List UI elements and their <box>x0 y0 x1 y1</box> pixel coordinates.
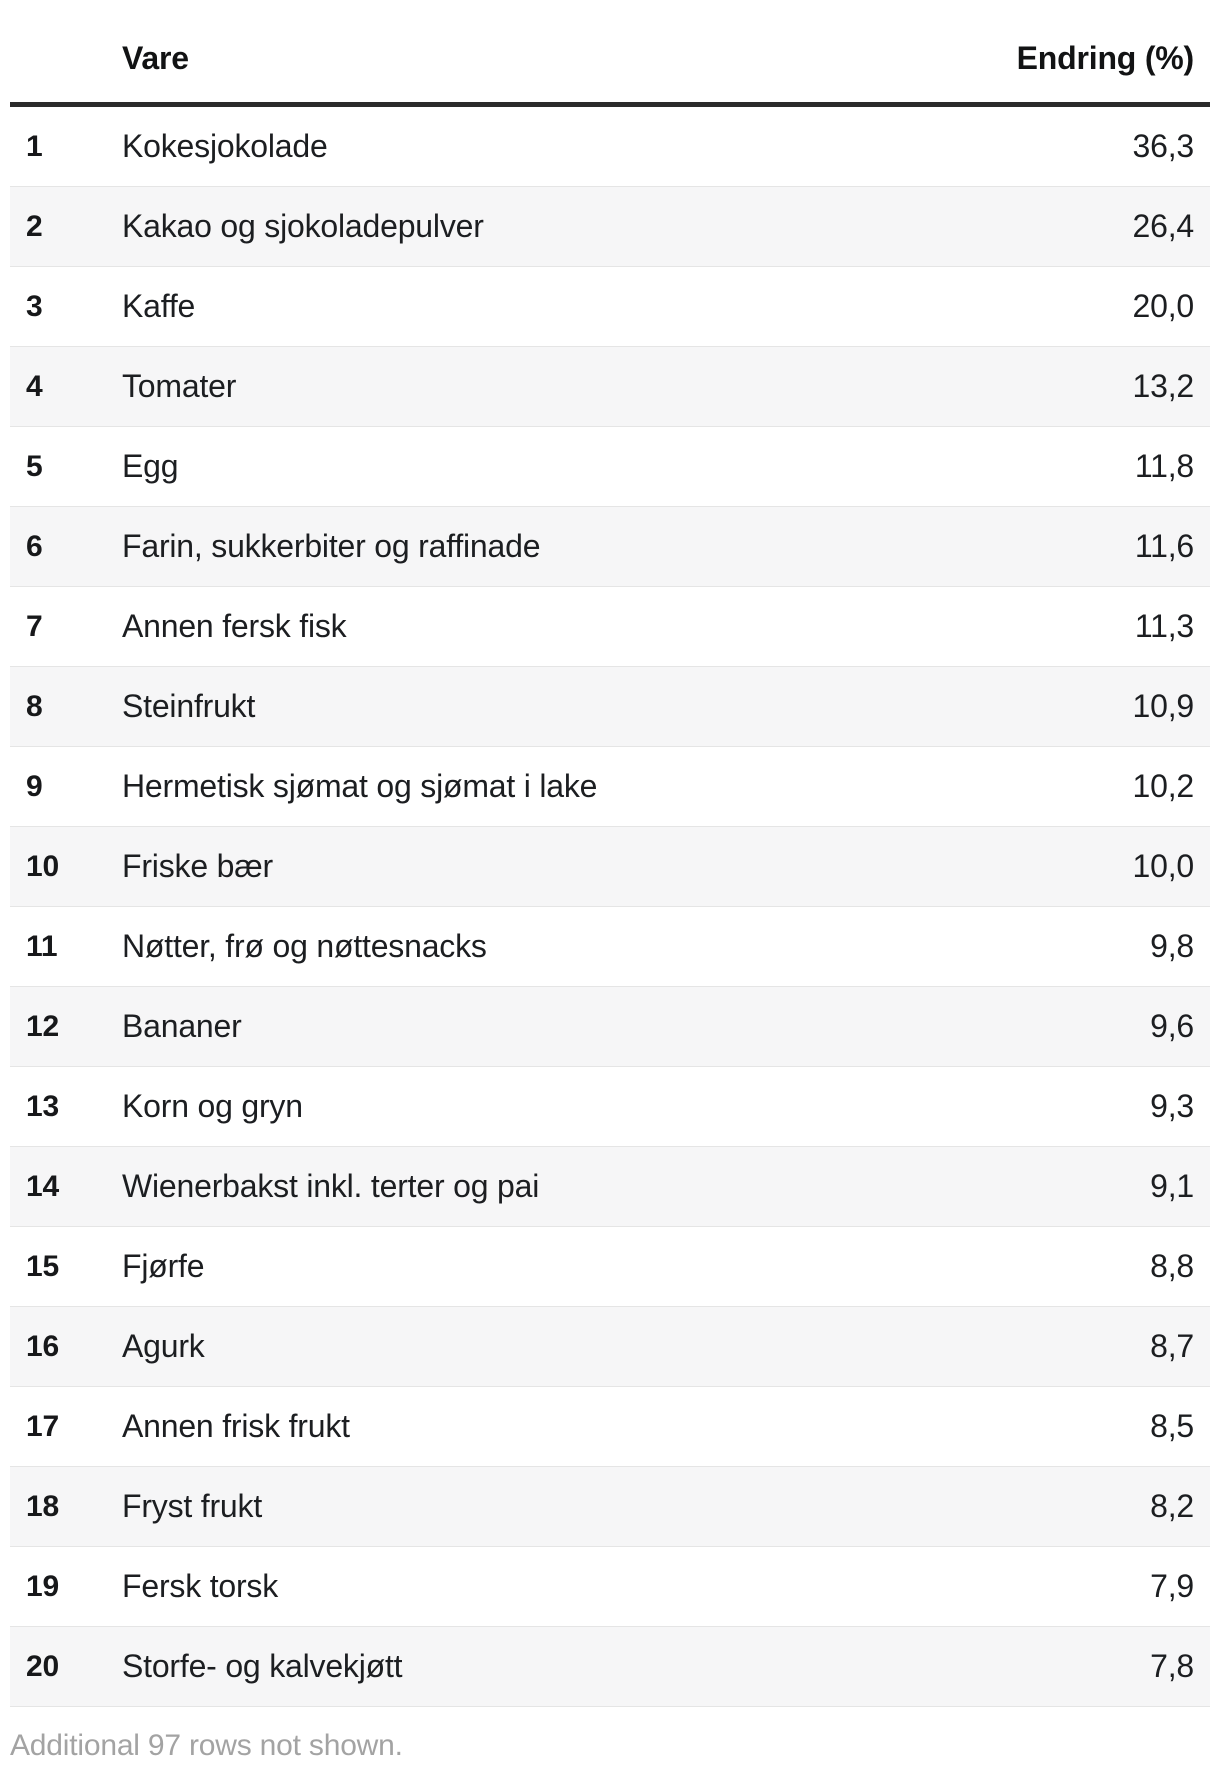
table-row: 3 Kaffe 20,0 <box>10 266 1210 347</box>
row-change-value: 36,3 <box>890 104 1210 187</box>
table-row: 4 Tomater 13,2 <box>10 346 1210 427</box>
row-change-value: 26,4 <box>890 186 1210 267</box>
row-item-name: Fryst frukt <box>122 1466 890 1547</box>
row-item-name: Kakao og sjokoladepulver <box>122 186 890 267</box>
row-rank: 2 <box>10 186 122 267</box>
row-change-value: 13,2 <box>890 346 1210 427</box>
row-item-name: Korn og gryn <box>122 1066 890 1147</box>
header-row: Vare Endring (%) <box>10 0 1210 107</box>
row-rank: 16 <box>10 1306 122 1387</box>
table-row: 14 Wienerbakst inkl. terter og pai 9,1 <box>10 1146 1210 1227</box>
table-row: 2 Kakao og sjokoladepulver 26,4 <box>10 186 1210 267</box>
table-row: 11 Nøtter, frø og nøttesnacks 9,8 <box>10 906 1210 987</box>
row-change-value: 8,5 <box>890 1386 1210 1467</box>
row-rank: 8 <box>10 666 122 747</box>
row-rank: 12 <box>10 986 122 1067</box>
table-row: 5 Egg 11,8 <box>10 426 1210 507</box>
row-change-value: 11,3 <box>890 586 1210 667</box>
row-item-name: Storfe- og kalvekjøtt <box>122 1626 890 1707</box>
header-rank <box>10 0 122 107</box>
row-item-name: Hermetisk sjømat og sjømat i lake <box>122 746 890 827</box>
table-row: 16 Agurk 8,7 <box>10 1306 1210 1387</box>
header-change: Endring (%) <box>890 0 1210 107</box>
table-body: 1 Kokesjokolade 36,3 2 Kakao og sjokolad… <box>10 104 1210 1707</box>
row-item-name: Tomater <box>122 346 890 427</box>
footer-note: Additional 97 rows not shown. <box>10 1729 403 1762</box>
row-rank: 11 <box>10 906 122 987</box>
table-row: 13 Korn og gryn 9,3 <box>10 1066 1210 1147</box>
table-row: 8 Steinfrukt 10,9 <box>10 666 1210 747</box>
row-change-value: 10,9 <box>890 666 1210 747</box>
row-change-value: 9,6 <box>890 986 1210 1067</box>
table-row: 6 Farin, sukkerbiter og raffinade 11,6 <box>10 506 1210 587</box>
row-change-value: 9,8 <box>890 906 1210 987</box>
row-rank: 5 <box>10 426 122 507</box>
table-row: 7 Annen fersk fisk 11,3 <box>10 586 1210 667</box>
row-change-value: 7,8 <box>890 1626 1210 1707</box>
row-change-value: 9,3 <box>890 1066 1210 1147</box>
row-item-name: Friske bær <box>122 826 890 907</box>
row-item-name: Fersk torsk <box>122 1546 890 1627</box>
row-change-value: 20,0 <box>890 266 1210 347</box>
row-item-name: Bananer <box>122 986 890 1067</box>
row-change-value: 9,1 <box>890 1146 1210 1227</box>
row-item-name: Fjørfe <box>122 1226 890 1307</box>
row-change-value: 10,0 <box>890 826 1210 907</box>
row-change-value: 11,8 <box>890 426 1210 507</box>
row-rank: 17 <box>10 1386 122 1467</box>
row-rank: 19 <box>10 1546 122 1627</box>
row-item-name: Agurk <box>122 1306 890 1387</box>
row-rank: 13 <box>10 1066 122 1147</box>
table-row: 10 Friske bær 10,0 <box>10 826 1210 907</box>
row-rank: 7 <box>10 586 122 667</box>
row-change-value: 8,2 <box>890 1466 1210 1547</box>
table-row: 15 Fjørfe 8,8 <box>10 1226 1210 1307</box>
table-row: 12 Bananer 9,6 <box>10 986 1210 1067</box>
row-item-name: Nøtter, frø og nøttesnacks <box>122 906 890 987</box>
row-item-name: Farin, sukkerbiter og raffinade <box>122 506 890 587</box>
row-rank: 9 <box>10 746 122 827</box>
table-row: 20 Storfe- og kalvekjøtt 7,8 <box>10 1626 1210 1707</box>
row-item-name: Kokesjokolade <box>122 104 890 187</box>
row-item-name: Annen frisk frukt <box>122 1386 890 1467</box>
row-rank: 6 <box>10 506 122 587</box>
table-header: Vare Endring (%) <box>10 0 1210 107</box>
row-item-name: Kaffe <box>122 266 890 347</box>
row-rank: 15 <box>10 1226 122 1307</box>
header-item: Vare <box>122 0 890 107</box>
row-change-value: 8,7 <box>890 1306 1210 1387</box>
table-row: 9 Hermetisk sjømat og sjømat i lake 10,2 <box>10 746 1210 827</box>
row-rank: 10 <box>10 826 122 907</box>
row-change-value: 11,6 <box>890 506 1210 587</box>
row-rank: 4 <box>10 346 122 427</box>
table-row: 1 Kokesjokolade 36,3 <box>10 104 1210 187</box>
row-item-name: Egg <box>122 426 890 507</box>
table-row: 17 Annen frisk frukt 8,5 <box>10 1386 1210 1467</box>
row-change-value: 7,9 <box>890 1546 1210 1627</box>
row-item-name: Steinfrukt <box>122 666 890 747</box>
row-rank: 20 <box>10 1626 122 1707</box>
row-change-value: 8,8 <box>890 1226 1210 1307</box>
row-item-name: Wienerbakst inkl. terter og pai <box>122 1146 890 1227</box>
row-rank: 14 <box>10 1146 122 1227</box>
row-change-value: 10,2 <box>890 746 1210 827</box>
price-change-table: Vare Endring (%) 1 Kokesjokolade 36,3 2 … <box>10 0 1210 1707</box>
row-rank: 18 <box>10 1466 122 1547</box>
row-item-name: Annen fersk fisk <box>122 586 890 667</box>
table-row: 18 Fryst frukt 8,2 <box>10 1466 1210 1547</box>
table-row: 19 Fersk torsk 7,9 <box>10 1546 1210 1627</box>
row-rank: 3 <box>10 266 122 347</box>
row-rank: 1 <box>10 104 122 187</box>
